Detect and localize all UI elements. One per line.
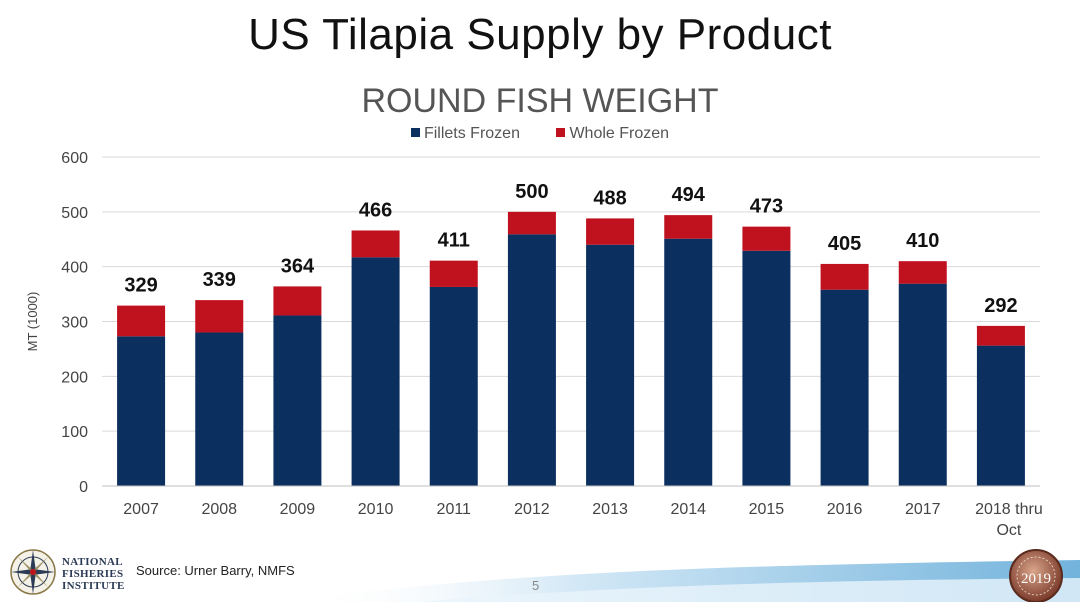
logo-line-3: INSTITUTE (62, 580, 125, 592)
x-tick-label: 2011 (437, 501, 472, 518)
x-tick-label: 2008 (201, 501, 237, 518)
bar-whole-6 (586, 218, 635, 245)
x-tick-label: 2016 (827, 501, 863, 518)
data-label-total: 339 (203, 269, 236, 291)
x-tick-label: 2015 (749, 501, 785, 518)
bar-whole-3 (351, 230, 400, 258)
data-label-total: 292 (984, 295, 1017, 317)
bar-whole-7 (664, 215, 713, 239)
bar-whole-10 (898, 261, 947, 284)
bar-fillets-9 (820, 289, 869, 486)
y-tick-label: 0 (79, 479, 88, 496)
nfi-compass-logo-icon (10, 549, 56, 595)
bar-fillets-2 (273, 315, 322, 486)
decorative-wave (300, 560, 1080, 602)
y-tick-label: 100 (61, 424, 88, 441)
x-tick-label: 2009 (280, 501, 316, 518)
chart-title: ROUND FISH WEIGHT (361, 82, 719, 120)
x-tick-label: 2012 (514, 501, 550, 518)
bar-fillets-4 (429, 286, 478, 486)
y-tick-label: 300 (61, 315, 88, 332)
bar-fillets-7 (664, 238, 713, 486)
x-tick-label: 2010 (358, 501, 394, 518)
y-tick-label: 200 (61, 369, 88, 386)
data-label-total: 410 (906, 230, 939, 252)
bar-whole-5 (507, 211, 556, 235)
bar-fillets-11 (976, 345, 1025, 486)
bar-whole-0 (117, 305, 166, 337)
slide-title: US Tilapia Supply by Product (248, 10, 832, 59)
logo-line-2: FISHERIES (62, 568, 124, 580)
bar-whole-9 (820, 263, 869, 290)
bar-fillets-1 (195, 332, 244, 486)
legend-item-whole: Whole Frozen (556, 125, 669, 143)
bar-fillets-3 (351, 257, 400, 486)
data-label-total: 494 (672, 184, 706, 206)
stacked-bar-chart: 0 100 200 300 400 500 600 MT (1000) 329 2007 339 20… (25, 150, 1043, 539)
y-tick-label: 400 (61, 260, 88, 277)
legend-swatch-fillets (410, 128, 420, 137)
conference-seal-icon: 2019 (1009, 549, 1063, 602)
x-tick-label: 2007 (123, 501, 159, 518)
bar-whole-2 (273, 286, 322, 316)
bar-fillets-5 (507, 234, 556, 486)
x-tick-label: 2013 (592, 501, 628, 518)
x-tick-label: 2018 thru (975, 501, 1043, 518)
data-label-total: 364 (281, 255, 315, 277)
x-tick-label: 2017 (905, 501, 941, 518)
data-label-total: 411 (438, 230, 470, 252)
legend-swatch-whole (556, 128, 566, 137)
data-label-total: 466 (359, 199, 392, 221)
nfi-logo-text: NATIONAL FISHERIES INSTITUTE (62, 556, 125, 592)
bar-fillets-6 (586, 244, 635, 486)
page-number: 5 (532, 578, 540, 593)
legend: Fillets Frozen Whole Frozen (0, 125, 1080, 143)
legend-label-whole: Whole Frozen (569, 125, 670, 142)
bar-whole-1 (195, 300, 244, 333)
bar-whole-11 (976, 325, 1025, 346)
source-note: Source: Urner Barry, NMFS (136, 563, 295, 578)
data-label-total: 329 (124, 275, 157, 297)
bar-whole-4 (429, 260, 478, 287)
x-tick-label: Oct (996, 522, 1021, 539)
data-label-total: 473 (750, 196, 783, 218)
legend-label-fillets: Fillets Frozen (423, 125, 520, 142)
bar-fillets-8 (742, 250, 791, 486)
logo-line-1: NATIONAL (62, 556, 123, 568)
legend-item-fillets: Fillets Frozen (410, 125, 520, 143)
x-tick-label: 2014 (670, 501, 706, 518)
data-label-total: 500 (515, 181, 548, 203)
seal-year: 2019 (1021, 571, 1051, 587)
bar-fillets-10 (898, 283, 947, 486)
y-tick-label: 600 (61, 150, 88, 167)
y-tick-label: 500 (61, 205, 88, 222)
y-axis-label: MT (1000) (25, 292, 40, 352)
data-label-total: 488 (593, 187, 626, 209)
data-label-total: 405 (828, 233, 861, 255)
bar-whole-8 (742, 226, 791, 251)
bar-fillets-0 (117, 336, 166, 486)
